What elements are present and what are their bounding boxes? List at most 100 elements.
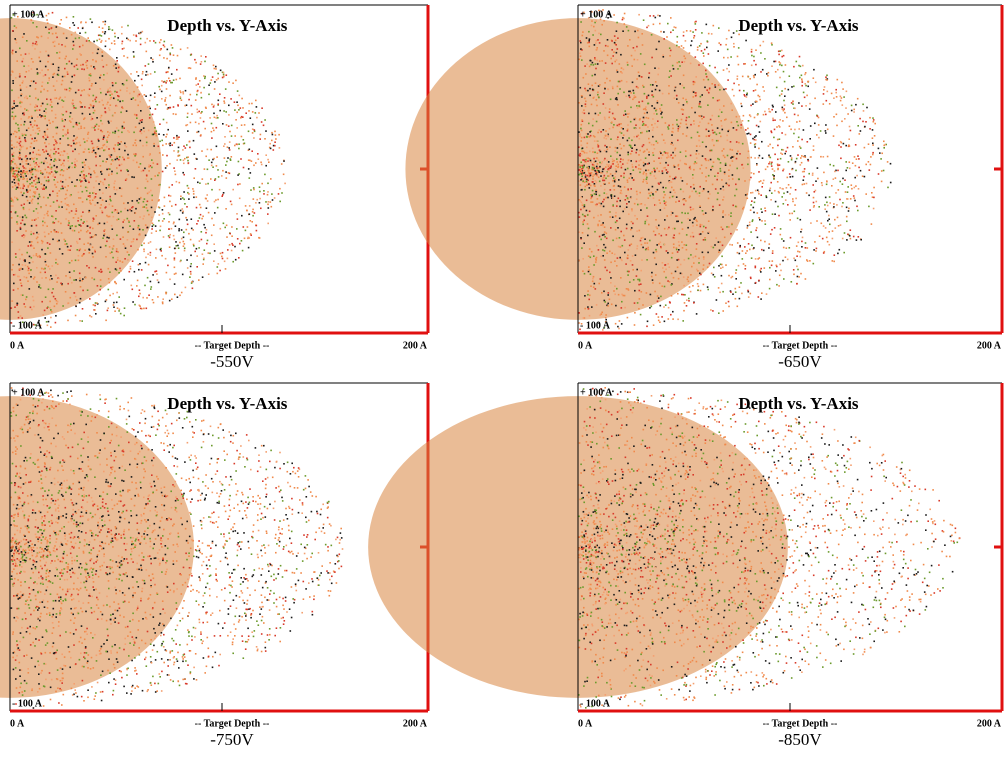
ion-dot (607, 303, 609, 305)
ion-dot (589, 187, 591, 189)
ion-dot (627, 168, 629, 170)
ion-dot (259, 198, 261, 200)
ion-dot (187, 267, 189, 269)
ion-dot (97, 49, 99, 51)
ion-dot (709, 88, 711, 90)
ion-dot (50, 231, 52, 233)
ion-dot (29, 179, 31, 181)
ion-dot (91, 151, 93, 153)
ion-dot (664, 286, 666, 288)
ion-dot (124, 150, 126, 152)
ion-dot (624, 295, 626, 297)
ion-dot (97, 285, 99, 287)
ion-dot (780, 234, 782, 236)
ion-dot (612, 86, 614, 88)
ion-dot (586, 210, 588, 212)
ion-dot (264, 119, 266, 121)
ion-dot (136, 114, 138, 116)
ion-dot (730, 233, 732, 235)
ion-dot (119, 260, 121, 262)
ion-dot (795, 161, 797, 163)
ion-dot (267, 183, 269, 185)
ion-dot (103, 150, 105, 152)
ion-dot (93, 192, 95, 194)
ion-dot (814, 191, 816, 193)
ion-dot (52, 63, 54, 65)
ion-dot (39, 130, 41, 132)
ion-dot (589, 88, 591, 90)
ion-dot (66, 63, 68, 65)
ion-dot (23, 303, 25, 305)
ion-dot (108, 38, 110, 40)
ion-dot (782, 260, 784, 262)
ion-dot (600, 131, 602, 133)
ion-dot (699, 195, 701, 197)
ion-dot (686, 117, 688, 119)
ion-dot (49, 164, 51, 166)
ion-dot (166, 122, 168, 124)
ion-dot (665, 162, 667, 164)
ion-dot (726, 184, 728, 186)
ion-dot (870, 156, 872, 158)
ion-dot (190, 266, 192, 268)
ion-dot (230, 158, 232, 160)
ion-dot (102, 212, 104, 214)
ion-dot (25, 53, 27, 55)
ion-dot (142, 96, 144, 98)
ion-dot (95, 215, 97, 217)
ion-dot (42, 172, 44, 174)
ion-dot (265, 165, 267, 167)
ion-dot (584, 65, 586, 67)
ion-dot (162, 213, 164, 215)
ion-dot (118, 130, 120, 132)
ion-dot (260, 162, 262, 164)
ion-dot (153, 40, 155, 42)
ion-dot (31, 200, 33, 202)
ion-dot (20, 118, 22, 120)
ion-dot (610, 138, 612, 140)
ion-dot (21, 254, 23, 256)
ion-dot (40, 170, 42, 172)
ion-dot (117, 37, 119, 39)
ion-dot (658, 233, 660, 235)
ion-dot (695, 92, 697, 94)
ion-dot (168, 212, 170, 214)
ion-dot (613, 185, 615, 187)
ion-dot (44, 222, 46, 224)
ion-dot (780, 158, 782, 160)
ion-dot (47, 90, 49, 92)
ion-dot (235, 119, 237, 121)
ion-dot (171, 73, 173, 75)
ion-dot (79, 32, 81, 34)
ion-dot (782, 107, 784, 109)
ion-dot (805, 278, 807, 280)
ion-dot (93, 41, 95, 43)
ion-dot (595, 180, 597, 182)
ion-dot (610, 155, 612, 157)
ion-dot (109, 295, 111, 297)
ion-dot (214, 250, 216, 252)
ion-dot (597, 92, 599, 94)
ion-dot (623, 134, 625, 136)
ion-dot (754, 117, 756, 119)
ion-dot (828, 215, 830, 217)
ion-dot (724, 173, 726, 175)
ion-dot (603, 50, 605, 52)
ion-dot (64, 58, 66, 60)
ion-dot (114, 151, 116, 153)
ion-dot (17, 288, 19, 290)
ion-dot (693, 169, 695, 171)
ion-dot (598, 283, 600, 285)
ion-dot (809, 260, 811, 262)
ion-dot (201, 111, 203, 113)
ion-dot (177, 104, 179, 106)
ion-dot (98, 139, 100, 141)
ion-dot (605, 45, 607, 47)
ion-dot (615, 150, 617, 152)
ion-dot (96, 40, 98, 42)
ion-dot (89, 152, 91, 154)
ion-dot (95, 61, 97, 63)
ion-dot (135, 139, 137, 141)
ion-dot (586, 147, 588, 149)
ion-dot (727, 79, 729, 81)
